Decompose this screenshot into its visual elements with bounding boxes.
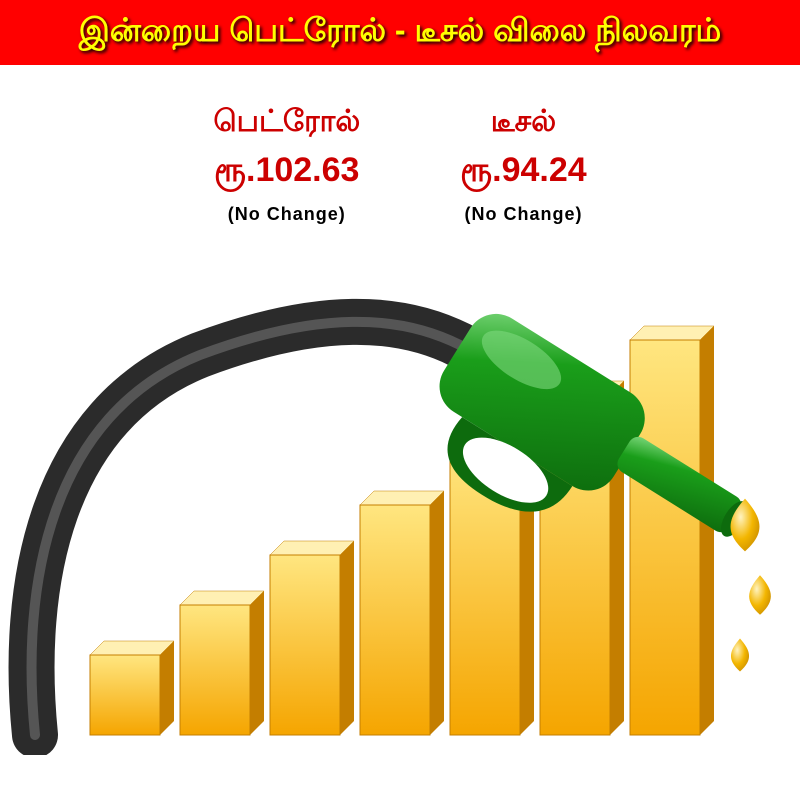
fuel-chart-svg: [0, 235, 800, 755]
diesel-block: டீசல் ரூ.94.24 (No Change): [460, 105, 586, 225]
page-title: இன்றைய பெட்ரோல் - டீசல் விலை நிலவரம்: [0, 12, 800, 53]
petrol-change: (No Change): [213, 204, 360, 225]
drops-group: [731, 499, 771, 672]
petrol-label: பெட்ரோல்: [213, 105, 360, 143]
diesel-change: (No Change): [460, 204, 586, 225]
diesel-label: டீசல்: [460, 105, 586, 143]
petrol-price: ரூ.102.63: [213, 151, 360, 194]
prices-row: பெட்ரோல் ரூ.102.63 (No Change) டீசல் ரூ.…: [0, 105, 800, 225]
diesel-price: ரூ.94.24: [460, 151, 586, 194]
fuel-illustration: [0, 235, 800, 755]
header-banner: இன்றைய பெட்ரோல் - டீசல் விலை நிலவரம்: [0, 0, 800, 65]
petrol-block: பெட்ரோல் ரூ.102.63 (No Change): [213, 105, 360, 225]
